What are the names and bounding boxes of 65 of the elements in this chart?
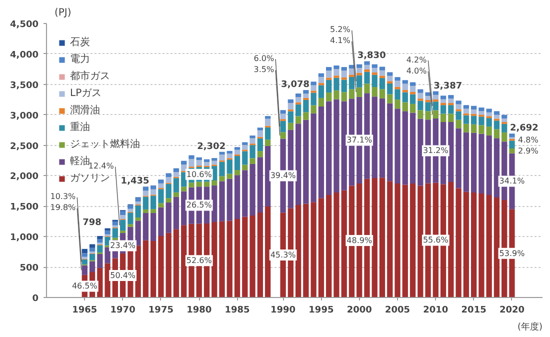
annotation: 5.2% (330, 25, 351, 34)
legend-label: LPガス (70, 87, 102, 100)
annotation: 23.4% (110, 241, 136, 250)
y-tick-label: 1,000 (10, 233, 38, 244)
annotation: 46.5% (72, 282, 98, 291)
y-tick-label: 2,500 (10, 142, 38, 152)
x-tick-label: 2000 (346, 306, 372, 316)
total-label: 798 (82, 218, 102, 228)
annotation: 52.6% (186, 256, 212, 266)
annotation: 53.9% (499, 248, 526, 258)
y-axis-title: (PJ) (54, 8, 72, 18)
annotation: 55.6% (422, 236, 449, 245)
y-tick-label: 0 (32, 294, 39, 304)
x-tick-label: 2010 (423, 306, 448, 316)
x-tick-label: 2020 (499, 306, 525, 316)
annotation: 4.1% (330, 36, 351, 46)
x-tick-label: 1965 (72, 306, 98, 316)
legend-label: 重油 (70, 120, 90, 134)
total-label: 3,387 (434, 81, 462, 92)
x-tick-label: 1985 (224, 306, 250, 316)
annotation: 12.4% (88, 162, 114, 171)
annotation: 2.9% (518, 146, 539, 156)
y-tick-label: 4,000 (10, 50, 38, 60)
total-label: 2,692 (510, 124, 538, 134)
y-tick-label: 500 (20, 264, 39, 274)
y-tick-label: 1,500 (10, 202, 38, 213)
legend-label: 軽油 (70, 154, 90, 167)
annotation: 37.1% (346, 136, 372, 145)
total-label: 1,435 (120, 176, 150, 187)
y-tick-label: 3,500 (10, 80, 38, 91)
annotation: 34.1% (499, 176, 526, 186)
annotation: 45.3% (270, 250, 296, 260)
total-label: 2,302 (197, 142, 226, 152)
annotation: 4.2% (406, 55, 428, 64)
annotation: 48.9% (346, 236, 372, 246)
annotation: 4.0% (406, 66, 428, 76)
annotation: 39.4% (270, 171, 296, 180)
x-tick-label: 1975 (148, 306, 174, 316)
x-tick-label: 1980 (186, 306, 212, 316)
annotation: 31.2% (422, 146, 449, 156)
annotation: 19.8% (50, 203, 76, 212)
x-tick-label: 1970 (110, 306, 136, 316)
total-label: 3,078 (281, 80, 310, 90)
x-tick-label: 2015 (461, 306, 486, 316)
x-tick-label: 1990 (270, 306, 296, 316)
legend-label: 都市ガス (70, 70, 110, 83)
annotation: 4.8% (518, 135, 539, 144)
y-tick-label: 2,000 (10, 172, 38, 182)
legend-label: ジェット燃料油 (70, 138, 140, 151)
annotation: 50.4% (110, 271, 136, 280)
legend-label: 潤滑油 (70, 104, 100, 117)
annotation: 6.0% (254, 54, 274, 63)
legend-label: 電力 (70, 52, 90, 66)
x-tick-label: 2005 (384, 306, 410, 316)
annotation: 3.5% (254, 64, 274, 74)
annotation: 10.6% (186, 170, 212, 179)
annotation: 26.5% (186, 200, 212, 210)
annotation: 10.3% (50, 192, 76, 202)
x-tick-label: 1995 (308, 306, 334, 316)
y-tick-label: 4,500 (10, 20, 38, 30)
legend-label: 石炭 (70, 36, 90, 49)
legend-label: ガソリン (70, 172, 110, 185)
total-label: 3,830 (357, 51, 386, 62)
x-axis-title: (年度) (517, 322, 543, 332)
y-tick-label: 3,000 (10, 111, 38, 122)
